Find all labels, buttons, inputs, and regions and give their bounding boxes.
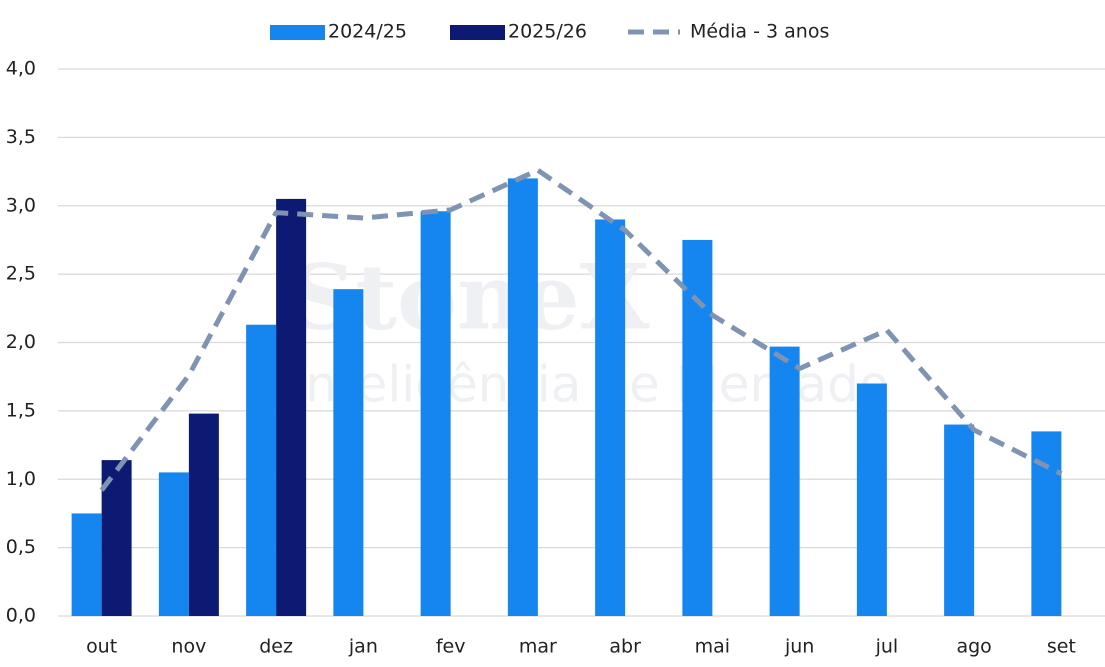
bar <box>71 513 102 616</box>
y-tick-label: 4,0 <box>6 58 36 80</box>
bar <box>856 383 887 616</box>
bar <box>246 324 277 616</box>
x-tick-label: dez <box>259 636 293 658</box>
x-tick-label: nov <box>171 636 206 658</box>
x-tick-label: abr <box>609 636 641 658</box>
legend-label: Média - 3 anos <box>690 21 829 43</box>
legend-label: 2024/25 <box>328 21 407 43</box>
x-tick-label: jun <box>784 636 814 658</box>
y-tick-label: 1,5 <box>6 399 36 421</box>
x-tick-label: out <box>86 636 117 658</box>
y-tick-label: 3,5 <box>6 126 36 148</box>
legend-swatch <box>270 25 325 40</box>
y-tick-label: 1,0 <box>6 468 36 490</box>
legend-swatch <box>450 25 505 40</box>
x-tick-label: ago <box>956 636 991 658</box>
y-tick-label: 3,0 <box>6 194 36 216</box>
line <box>99 167 1063 492</box>
y-tick-label: 2,0 <box>6 331 36 353</box>
bar <box>769 346 800 616</box>
x-tick-label: fev <box>436 636 466 658</box>
x-tick-label: mar <box>519 636 557 658</box>
x-tick-label: mai <box>695 636 730 658</box>
y-tick-label: 0,5 <box>6 536 36 558</box>
bar <box>595 219 626 617</box>
x-tick-label: jul <box>875 636 899 658</box>
bar <box>188 413 219 616</box>
bar <box>507 178 538 616</box>
legend-label: 2025/26 <box>508 21 587 43</box>
bar <box>944 424 975 616</box>
bar <box>333 289 364 616</box>
x-tick-label: jan <box>348 636 378 658</box>
bar <box>276 198 307 616</box>
y-tick-label: 0,0 <box>6 605 36 627</box>
y-tick-label: 2,5 <box>6 263 36 285</box>
bar <box>682 239 713 616</box>
bar <box>420 211 451 616</box>
x-tick-label: set <box>1047 636 1076 658</box>
bar <box>158 472 189 616</box>
